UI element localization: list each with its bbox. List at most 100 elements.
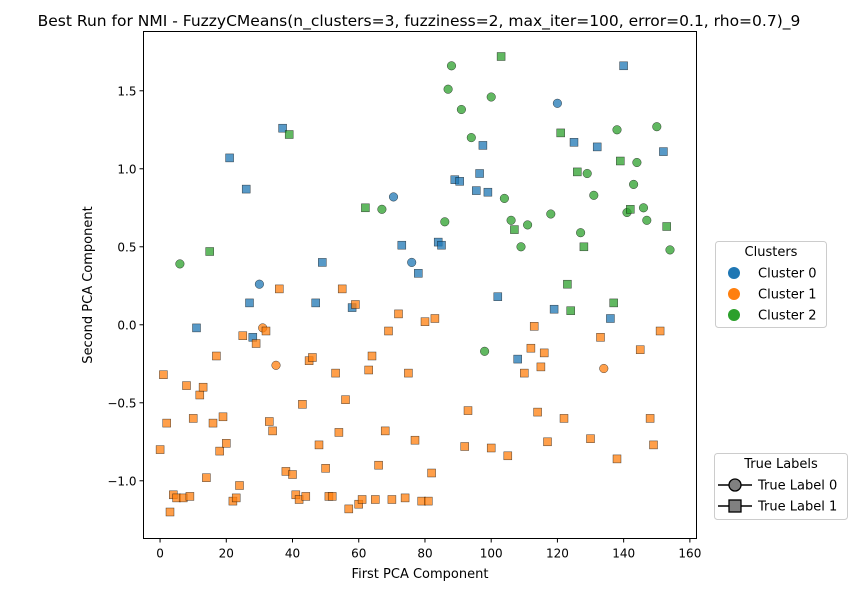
plot-area: 0 20 40 60 80 100 120 140 160 −1.0 −0.5 0.0 0.5 1.0 1… xyxy=(107,31,701,561)
point-cluster-1-true-label-1 xyxy=(337,284,347,294)
point-cluster-1-true-label-1 xyxy=(275,284,284,294)
point-cluster-1-true-label-1 xyxy=(261,326,271,336)
point-cluster-2-true-label-0 xyxy=(456,104,466,115)
point-cluster-1-true-label-1 xyxy=(463,406,473,415)
x-tick-label: 0 xyxy=(156,547,164,561)
point-cluster-2-true-label-0 xyxy=(377,204,387,214)
y-tick-label: 1.5 xyxy=(117,84,136,98)
point-cluster-2-true-label-1 xyxy=(496,52,506,61)
point-cluster-2-true-label-1 xyxy=(616,156,625,166)
point-cluster-1-true-label-1 xyxy=(155,445,165,454)
point-cluster-2-true-label-1 xyxy=(563,279,572,289)
point-cluster-1-true-label-1 xyxy=(185,492,195,501)
cluster-2-swatch xyxy=(728,309,740,321)
point-cluster-0-true-label-1 xyxy=(192,323,201,333)
point-cluster-2-true-label-0 xyxy=(638,203,649,213)
legend-label-cluster-0: Cluster 0 xyxy=(758,267,817,282)
point-cluster-1-true-label-1 xyxy=(529,322,539,331)
point-cluster-1-true-label-1 xyxy=(334,428,344,437)
point-cluster-2-true-label-0 xyxy=(642,215,652,225)
true-label-0-marker xyxy=(728,478,742,492)
point-cluster-1-true-label-1 xyxy=(231,493,241,503)
point-cluster-2-true-label-0 xyxy=(582,168,592,179)
point-cluster-1-true-label-1 xyxy=(162,418,171,428)
point-cluster-1-true-label-1 xyxy=(387,495,397,504)
point-cluster-1-true-label-1 xyxy=(486,443,496,453)
point-cluster-1-true-label-1 xyxy=(351,300,360,309)
legend-label-true-label-0: True Label 0 xyxy=(757,479,837,494)
legend-entry-true-label-1: True Label 1 xyxy=(718,499,837,515)
y-tick-label: −0.5 xyxy=(107,396,136,410)
point-cluster-1-true-label-1 xyxy=(288,470,297,479)
point-cluster-1-true-label-1 xyxy=(301,492,311,501)
point-cluster-1-true-label-1 xyxy=(536,362,546,372)
point-cluster-1-true-label-1 xyxy=(543,437,552,447)
point-cluster-1-true-label-0 xyxy=(599,363,609,374)
point-cluster-2-true-label-0 xyxy=(665,245,675,255)
point-cluster-2-true-label-0 xyxy=(175,259,185,269)
legend-entry-cluster-0: Cluster 0 xyxy=(728,267,817,282)
point-cluster-1-true-label-1 xyxy=(198,382,208,392)
point-cluster-1-true-label-1 xyxy=(265,417,274,426)
point-cluster-1-true-label-1 xyxy=(238,331,248,340)
point-cluster-1-true-label-1 xyxy=(314,440,324,450)
x-axis-ticks: 0 20 40 60 80 100 120 140 160 xyxy=(156,538,701,561)
x-tick-label: 60 xyxy=(351,547,366,561)
true-label-1-marker xyxy=(728,499,742,513)
point-cluster-1-true-label-1 xyxy=(371,495,380,504)
point-cluster-1-true-label-1 xyxy=(367,351,377,361)
point-cluster-0-true-label-1 xyxy=(397,240,407,250)
true-label-legend-frame xyxy=(714,453,848,520)
chart-title: Best Run for NMI - FuzzyCMeans(n_cluster… xyxy=(38,12,801,31)
point-cluster-0-true-label-0 xyxy=(552,98,562,108)
point-cluster-1-true-label-1 xyxy=(384,326,393,336)
point-cluster-0-true-label-1 xyxy=(414,269,423,278)
point-cluster-0-true-label-1 xyxy=(455,177,464,186)
point-cluster-2-true-label-0 xyxy=(629,179,639,189)
point-cluster-1-true-label-1 xyxy=(404,368,413,378)
point-cluster-2-true-label-0 xyxy=(516,242,526,252)
point-cluster-0-true-label-1 xyxy=(475,169,484,178)
point-cluster-0-true-label-1 xyxy=(318,258,327,267)
legend-label-cluster-1: Cluster 1 xyxy=(758,288,817,303)
point-cluster-2-true-label-0 xyxy=(632,157,642,168)
y-axis-ticks: −1.0 −0.5 0.0 0.5 1.0 1.5 xyxy=(107,84,144,488)
point-cluster-0-true-label-1 xyxy=(606,314,615,323)
point-cluster-2-true-label-0 xyxy=(466,133,476,143)
point-cluster-1-true-label-1 xyxy=(215,446,224,456)
point-cluster-0-true-label-1 xyxy=(225,153,234,163)
point-cluster-0-true-label-1 xyxy=(513,354,522,364)
point-cluster-0-true-label-1 xyxy=(278,123,287,133)
point-cluster-0-true-label-1 xyxy=(592,142,602,152)
point-cluster-1-true-label-1 xyxy=(298,400,307,409)
point-cluster-1-true-label-1 xyxy=(520,368,529,378)
point-cluster-1-true-label-1 xyxy=(420,317,430,326)
legend-label-true-label-1: True Label 1 xyxy=(757,500,837,515)
point-cluster-1-true-label-1 xyxy=(645,414,655,423)
point-cluster-2-true-label-0 xyxy=(440,217,450,227)
point-cluster-1-true-label-1 xyxy=(394,309,403,319)
data-points xyxy=(155,52,675,517)
point-cluster-0-true-label-1 xyxy=(493,292,503,301)
point-cluster-1-true-label-1 xyxy=(586,434,595,443)
y-tick-label: −1.0 xyxy=(107,474,136,488)
point-cluster-1-true-label-1 xyxy=(374,460,383,470)
point-cluster-0-true-label-1 xyxy=(569,138,579,147)
point-cluster-1-true-label-1 xyxy=(430,314,440,323)
point-cluster-1-true-label-1 xyxy=(235,481,244,490)
cluster-1-swatch xyxy=(728,288,740,300)
y-axis-label: Second PCA Component xyxy=(81,206,96,363)
point-cluster-0-true-label-1 xyxy=(245,298,254,308)
point-cluster-2-true-label-0 xyxy=(506,215,516,225)
point-cluster-1-true-label-1 xyxy=(427,468,436,478)
point-cluster-1-true-label-1 xyxy=(341,395,350,404)
legend-entry-cluster-2: Cluster 2 xyxy=(728,309,817,324)
point-cluster-2-true-label-1 xyxy=(662,222,671,231)
point-cluster-2-true-label-0 xyxy=(576,228,586,238)
point-cluster-1-true-label-1 xyxy=(165,507,175,517)
point-cluster-0-true-label-0 xyxy=(388,192,399,202)
point-cluster-1-true-label-1 xyxy=(202,473,211,482)
point-cluster-1-true-label-1 xyxy=(364,365,373,375)
point-cluster-0-true-label-0 xyxy=(254,279,264,289)
point-cluster-1-true-label-1 xyxy=(655,326,665,336)
